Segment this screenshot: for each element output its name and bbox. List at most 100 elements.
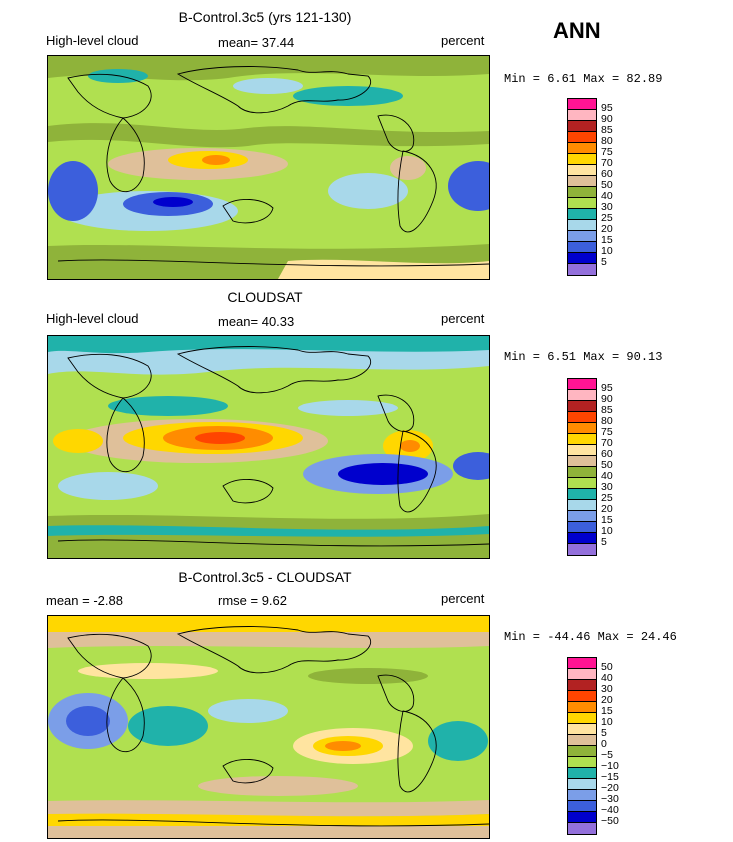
colorbar-swatch: [568, 154, 596, 165]
colorbar-swatch: [568, 691, 596, 702]
colorbar-tick-label: 85: [601, 124, 613, 136]
colorbar-tick-label: 75: [601, 426, 613, 438]
colorbar-swatch: [568, 533, 596, 544]
colorbar-tick-label: 40: [601, 190, 613, 202]
colorbar-tick-label: −40: [601, 804, 619, 816]
colorbar-swatch: [568, 121, 596, 132]
colorbar-tick-label: 80: [601, 135, 613, 147]
colorbar-tick-label: 40: [601, 672, 613, 684]
colorbar-swatch: [568, 522, 596, 533]
colorbar-swatch: [568, 702, 596, 713]
rmse-label: rmse = 9.62: [218, 593, 288, 608]
colorbar-swatch: [568, 209, 596, 220]
colorbar-tick-label: 20: [601, 223, 613, 235]
colorbar-tick-label: 70: [601, 437, 613, 449]
colorbar-tick-label: 5: [601, 256, 607, 268]
colorbar-tick-label: 25: [601, 492, 613, 504]
map-plot: [47, 335, 490, 559]
colorbar-swatch: [568, 456, 596, 467]
colorbar-tick-label: 30: [601, 201, 613, 213]
colorbar-swatch: [568, 412, 596, 423]
colorbar-swatch: [568, 220, 596, 231]
colorbar-tick-label: 75: [601, 146, 613, 158]
colorbar-tick-label: −20: [601, 782, 619, 794]
colorbar-tick-label: 50: [601, 661, 613, 673]
colorbar-swatch: [568, 264, 596, 275]
colorbar-tick-label: 10: [601, 245, 613, 257]
colorbar-tick-label: 90: [601, 393, 613, 405]
min-max-label: Min = 6.61 Max = 82.89: [504, 72, 663, 86]
colorbar-swatch: [568, 489, 596, 500]
colorbar-tick-label: 70: [601, 157, 613, 169]
mean-label: mean= 37.44: [218, 35, 295, 50]
field-label: High-level cloud: [46, 311, 139, 326]
colorbar-swatch: [568, 242, 596, 253]
colorbar-tick-label: 40: [601, 470, 613, 482]
colorbar-tick-label: −30: [601, 793, 619, 805]
colorbar-swatch: [568, 823, 596, 834]
colorbar-swatch: [568, 544, 596, 555]
colorbar-swatch: [568, 801, 596, 812]
colorbar-tick-label: 15: [601, 514, 613, 526]
colorbar-tick-label: 25: [601, 212, 613, 224]
colorbar-tick-label: 90: [601, 113, 613, 125]
colorbar-swatch: [568, 132, 596, 143]
mean-label: mean= 40.33: [218, 314, 295, 329]
colorbar-tick-label: 20: [601, 503, 613, 515]
colorbar-swatch: [568, 790, 596, 801]
colorbar-swatch: [568, 176, 596, 187]
colorbar-swatch: [568, 478, 596, 489]
colorbar-swatch: [568, 231, 596, 242]
colorbar: [567, 657, 597, 835]
colorbar-tick-label: 15: [601, 705, 613, 717]
units-label: percent: [441, 311, 485, 326]
colorbar-swatch: [568, 500, 596, 511]
colorbar-tick-label: 85: [601, 404, 613, 416]
colorbar-swatch: [568, 390, 596, 401]
colorbar-tick-label: 60: [601, 448, 613, 460]
colorbar-swatch: [568, 99, 596, 110]
colorbar-tick-label: −5: [601, 749, 613, 761]
min-max-label: Min = 6.51 Max = 90.13: [504, 350, 663, 364]
colorbar-tick-label: −10: [601, 760, 619, 772]
colorbar-swatch: [568, 187, 596, 198]
colorbar-tick-label: 0: [601, 738, 607, 750]
colorbar-swatch: [568, 735, 596, 746]
mean-label: mean = -2.88: [46, 593, 123, 608]
colorbar-tick-label: 50: [601, 459, 613, 471]
colorbar-swatch: [568, 423, 596, 434]
units-label: percent: [441, 33, 485, 48]
colorbar-tick-label: 95: [601, 102, 613, 114]
colorbar: [567, 98, 597, 276]
colorbar-swatch: [568, 724, 596, 735]
colorbar-swatch: [568, 746, 596, 757]
colorbar-swatch: [568, 165, 596, 176]
colorbar-swatch: [568, 401, 596, 412]
colorbar-swatch: [568, 445, 596, 456]
colorbar-tick-label: −15: [601, 771, 619, 783]
colorbar-tick-label: 10: [601, 525, 613, 537]
colorbar-tick-label: 5: [601, 536, 607, 548]
map-plot: [47, 615, 490, 839]
colorbar-swatch: [568, 110, 596, 121]
colorbar-tick-label: −50: [601, 815, 619, 827]
field-label: High-level cloud: [46, 33, 139, 48]
units-label: percent: [441, 591, 485, 606]
colorbar-swatch: [568, 511, 596, 522]
colorbar-tick-label: 15: [601, 234, 613, 246]
colorbar-tick-label: 30: [601, 481, 613, 493]
colorbar-tick-label: 20: [601, 694, 613, 706]
panel-title: CLOUDSAT: [227, 289, 303, 305]
colorbar-swatch: [568, 143, 596, 154]
colorbar-tick-label: 60: [601, 168, 613, 180]
contour-field: [48, 56, 489, 279]
colorbar-swatch: [568, 434, 596, 445]
colorbar-swatch: [568, 253, 596, 264]
colorbar-tick-label: 5: [601, 727, 607, 739]
colorbar-swatch: [568, 680, 596, 691]
colorbar-swatch: [568, 779, 596, 790]
season-label: ANN: [553, 18, 601, 43]
panel-title: B-Control.3c5 (yrs 121-130): [178, 9, 352, 25]
colorbar-swatch: [568, 757, 596, 768]
min-max-label: Min = -44.46 Max = 24.46: [504, 630, 677, 644]
